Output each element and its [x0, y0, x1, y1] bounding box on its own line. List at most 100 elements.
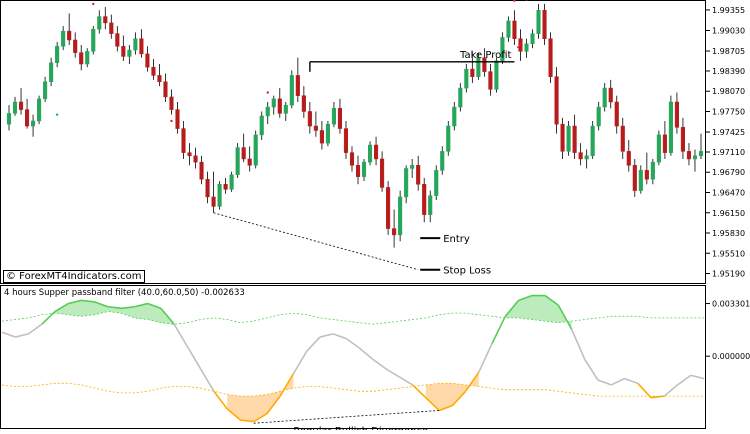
fractal-dot	[92, 2, 95, 6]
candle-body	[97, 16, 102, 30]
candle-body	[127, 49, 132, 57]
candle-body	[542, 9, 547, 39]
candle-body	[398, 196, 403, 236]
candle-body	[133, 38, 138, 51]
signal-line-segment	[677, 374, 692, 386]
signal-line-segment	[637, 382, 652, 399]
candle-body	[241, 147, 246, 160]
candle-body	[115, 33, 120, 47]
candle-body	[668, 101, 673, 153]
lower-band-fill	[425, 372, 479, 411]
signal-line-segment	[41, 310, 56, 325]
candle-body	[602, 87, 607, 108]
signal-line-segment	[491, 315, 507, 344]
signal-line-segment	[15, 333, 29, 338]
candle-body	[614, 101, 619, 127]
candle-body	[229, 174, 234, 190]
signal-line-segment	[597, 379, 612, 386]
candle-body	[259, 115, 264, 136]
signal-line-segment	[81, 299, 95, 303]
candle-body	[247, 158, 252, 166]
candle-body	[650, 161, 655, 180]
signal-line-segment	[306, 336, 321, 352]
candle-body	[386, 187, 391, 229]
candle-body	[644, 170, 649, 180]
candle-body	[91, 28, 96, 52]
candle-body	[560, 123, 565, 152]
candle-body	[205, 178, 210, 198]
candle-body	[121, 46, 126, 57]
signal-line-segment	[504, 299, 520, 317]
signal-line-segment	[464, 371, 480, 392]
stop-loss-label: Stop Loss	[443, 266, 491, 277]
candle-body	[692, 155, 698, 160]
y-tick-label: 1.97750	[712, 107, 745, 116]
signal-line-segment	[68, 299, 82, 305]
candle-body	[410, 165, 415, 169]
candle-body	[313, 125, 318, 131]
candle-body	[343, 128, 349, 153]
candle-body	[325, 123, 330, 144]
candle-body	[103, 16, 108, 24]
candle-body	[656, 134, 661, 163]
signal-line-segment	[253, 412, 268, 423]
fractal-dot	[266, 91, 269, 94]
candle-body	[506, 20, 511, 38]
signal-line-segment	[478, 343, 493, 373]
signal-line-segment	[1, 331, 16, 338]
signal-line-segment	[412, 384, 427, 399]
upper-band-fill	[54, 300, 175, 325]
candle-body	[169, 96, 174, 110]
signal-line-segment	[610, 377, 625, 386]
candle-body	[518, 38, 523, 52]
candle-body	[319, 130, 324, 144]
signal-line-segment	[570, 328, 586, 360]
signal-line-segment	[226, 408, 241, 421]
candle-body	[181, 128, 186, 153]
candle-body	[157, 75, 162, 82]
candle-body	[464, 68, 469, 89]
signal-line-segment	[518, 294, 533, 302]
candle-body	[271, 98, 276, 108]
candle-body	[434, 170, 439, 196]
signal-line-segment	[650, 395, 665, 399]
signal-line-segment	[186, 346, 202, 370]
candle-body	[440, 151, 445, 171]
signal-line-segment	[121, 305, 135, 310]
candle-body	[458, 87, 463, 108]
signal-line-segment	[345, 338, 361, 349]
y-tick-label: 1.97425	[712, 128, 745, 137]
y-tick-label: 1.96790	[712, 168, 745, 177]
candle-body	[307, 111, 312, 127]
candle-body	[175, 109, 180, 129]
candle-body	[355, 165, 361, 177]
y-tick-label: 1.98390	[712, 67, 745, 76]
signal-line-segment	[544, 294, 559, 306]
signal-line-segment	[319, 333, 334, 338]
indicator-title: 4 hours Supper passband filter (40.0,60.…	[4, 288, 245, 298]
signal-line-segment	[213, 390, 228, 410]
candle-body	[55, 46, 60, 64]
main-pane-frame	[0, 0, 706, 284]
candle-body	[301, 95, 306, 112]
candle-body	[31, 120, 36, 127]
candle-body	[289, 75, 294, 106]
signal-line-segment	[624, 377, 639, 385]
signal-line-segment	[279, 373, 295, 397]
candle-body	[145, 53, 150, 68]
candle-body	[392, 228, 397, 236]
candle-body	[446, 125, 451, 152]
candle-body	[18, 101, 24, 110]
candle-body	[6, 113, 12, 125]
candle-body	[680, 127, 685, 152]
candle-body	[253, 134, 258, 166]
fractal-dot	[525, 0, 528, 1]
candle-body	[404, 168, 409, 198]
candle-body	[554, 76, 559, 125]
candle-body	[596, 106, 601, 127]
candle-body	[331, 108, 336, 125]
candle-body	[223, 184, 228, 190]
signal-line-segment	[332, 333, 347, 340]
candle-body	[295, 75, 300, 96]
candle-body	[235, 147, 240, 176]
